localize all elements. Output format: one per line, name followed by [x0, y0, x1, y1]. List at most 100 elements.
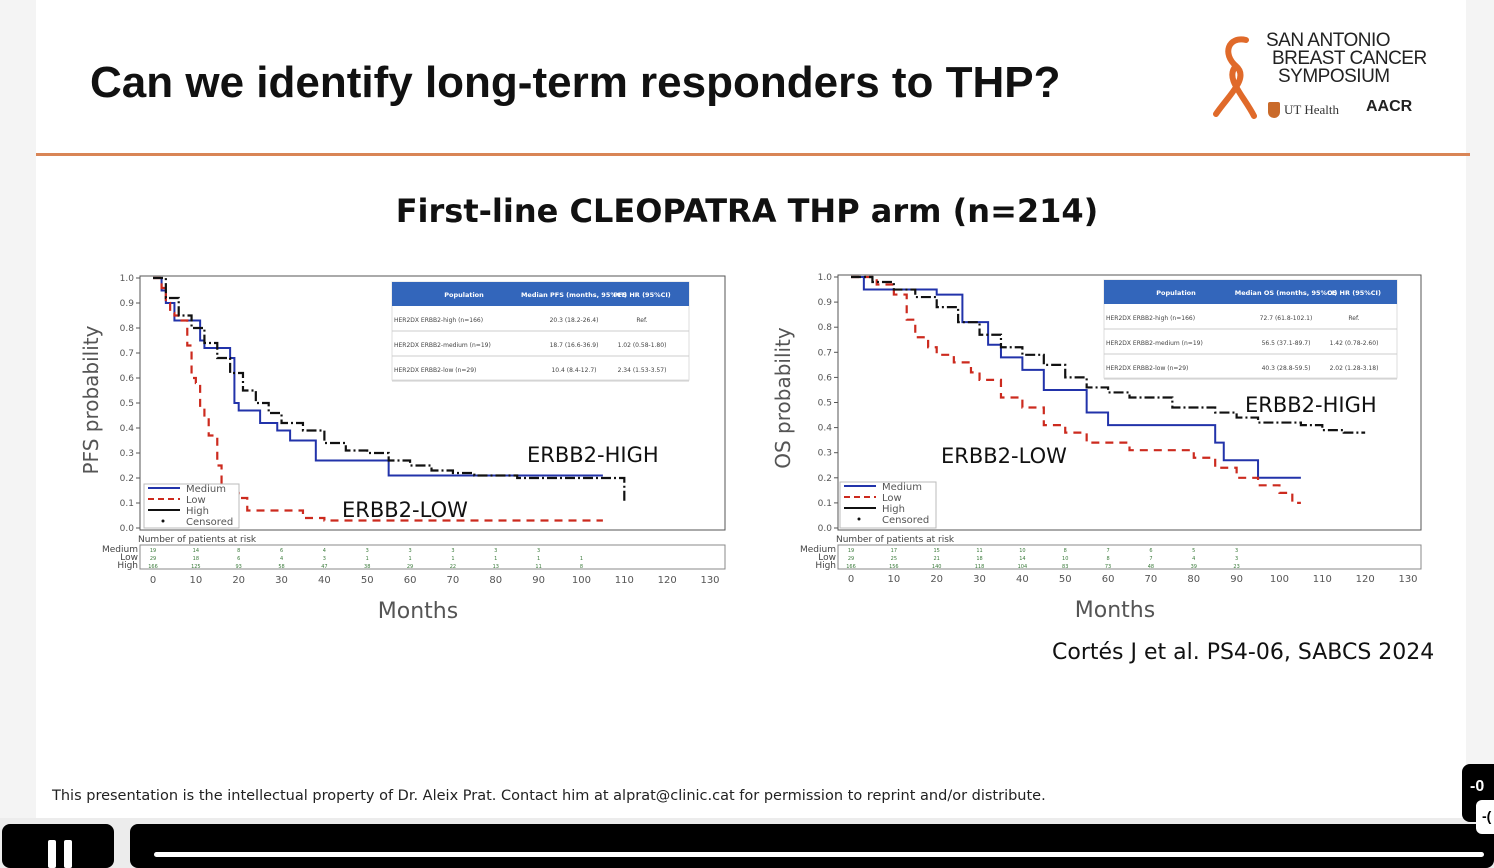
os-results-cell: HER2DX ERBB2-medium (n=19) [1106, 340, 1203, 347]
os-results-cell: 72.7 (61.8-102.1) [1260, 315, 1313, 322]
slide-title: Can we identify long-term responders to … [90, 58, 1061, 107]
pfs-risk-cell: 1 [580, 556, 583, 562]
ut-health-shield-icon [1268, 102, 1280, 118]
pause-button[interactable] [2, 824, 114, 868]
os-risk-title: Number of patients at risk [836, 535, 955, 545]
os-series-high [851, 275, 1366, 434]
os-results-cell: 40.3 (28.8-59.5) [1262, 365, 1311, 372]
os-ylabel: OS probability [771, 327, 795, 469]
pfs-risk-cell: 4 [323, 548, 326, 554]
seek-bar[interactable] [130, 824, 1494, 868]
os-annotation: ERBB2-LOW [941, 444, 1067, 468]
sabcs-ribbon-icon [1213, 36, 1257, 119]
os-xtick-label: 110 [1313, 574, 1332, 585]
pfs-xtick-label: 20 [232, 575, 245, 586]
os-risk-cell: 11 [976, 548, 982, 554]
os-xtick-label: 120 [1356, 574, 1375, 585]
pfs-ytick-label: 0.6 [120, 374, 135, 384]
os-legend-label: Low [882, 493, 902, 504]
pfs-results-cell: 20.3 (18.2-26.4) [550, 317, 599, 324]
os-risk-cell: 83 [1062, 564, 1068, 570]
pfs-xtick-label: 50 [361, 575, 374, 586]
os-risk-cell: 17 [891, 548, 897, 554]
os-risk-cell: 25 [891, 556, 897, 562]
pfs-ytick-label: 1.0 [120, 274, 135, 284]
os-risk-cell: 19 [848, 548, 854, 554]
os-risk-cell: 3 [1235, 556, 1238, 562]
pfs-risk-cell: 6 [280, 548, 283, 554]
pause-icon [48, 840, 56, 868]
os-risk-cell: 15 [934, 548, 940, 554]
os-risk-row-label: Medium [800, 545, 836, 555]
pfs-risk-cell: 14 [193, 548, 199, 554]
os-risk-table [837, 544, 1422, 570]
pfs-risk-cell: 1 [537, 556, 540, 562]
pfs-ytick-label: 0.2 [120, 474, 134, 484]
os-legend-label: High [882, 504, 905, 515]
pfs-xtick-label: 60 [404, 575, 417, 586]
os-xtick-label: 70 [1145, 574, 1158, 585]
pfs-ytick-label: 0.1 [120, 499, 134, 509]
pfs-results-header-label: PFS HR (95%CI) [613, 291, 671, 299]
os-risk-cell: 48 [1148, 564, 1154, 570]
os-risk-cell: 7 [1149, 556, 1152, 562]
os-ytick-label: 0.5 [818, 399, 832, 409]
title-divider [36, 153, 1470, 156]
os-results-header-label: Population [1156, 289, 1196, 297]
pfs-ytick-label: 0.9 [120, 299, 135, 309]
os-risk-cell: 23 [1233, 564, 1239, 570]
os-risk-cell: 5 [1192, 548, 1195, 554]
os-ytick-label: 0.9 [818, 298, 833, 308]
seek-track[interactable] [154, 852, 1484, 857]
citation: Cortés J et al. PS4-06, SABCS 2024 [1052, 640, 1435, 665]
os-ytick-label: 0.6 [818, 373, 833, 383]
os-legend [839, 481, 937, 529]
pfs-results-cell: HER2DX ERBB2-high (n=166) [394, 317, 483, 324]
pfs-risk-cell: 29 [150, 556, 156, 562]
pfs-xtick-label: 0 [150, 575, 156, 586]
slide-subtitle: First-line CLEOPATRA THP arm (n=214) [395, 192, 1099, 230]
pfs-risk-cell: 22 [450, 564, 456, 570]
os-risk-cell: 14 [1019, 556, 1025, 562]
pfs-results-header-label: Population [444, 291, 484, 299]
os-risk-cell: 73 [1105, 564, 1111, 570]
aacr-logo: AACR [1366, 98, 1413, 115]
pfs-risk-row-label: High [117, 561, 138, 571]
pfs-risk-cell: 1 [408, 556, 411, 562]
pfs-xtick-label: 120 [658, 575, 677, 586]
pfs-risk-cell: 3 [366, 548, 369, 554]
pfs-ytick-label: 0.3 [120, 449, 134, 459]
pfs-ytick-label: 0.7 [120, 349, 134, 359]
os-ytick-label: 0.2 [818, 474, 832, 484]
pfs-results-header [392, 282, 689, 306]
os-legend-label: Censored [882, 515, 929, 526]
pfs-xtick-label: 80 [489, 575, 502, 586]
os-ytick-label: 0.4 [818, 424, 833, 434]
pfs-results-cell: HER2DX ERBB2-medium (n=19) [394, 342, 491, 349]
pfs-results-cell: 18.7 (16.6-36.9) [550, 342, 599, 349]
os-ytick-label: 0.3 [818, 449, 832, 459]
pfs-ytick-label: 0.0 [120, 524, 135, 534]
os-results-cell: HER2DX ERBB2-high (n=166) [1106, 315, 1195, 322]
time-remaining-small: -( [1476, 800, 1494, 834]
os-xtick-label: 30 [973, 574, 986, 585]
os-results-cell: Ref. [1348, 315, 1359, 322]
pfs-xtick-label: 10 [189, 575, 202, 586]
os-risk-cell: 39 [1191, 564, 1197, 570]
os-xtick-label: 130 [1398, 574, 1417, 585]
pfs-risk-cell: 13 [493, 564, 499, 570]
os-risk-cell: 7 [1106, 548, 1109, 554]
pfs-legend-marker [161, 519, 165, 523]
pfs-series-high [153, 276, 626, 503]
pfs-risk-cell: 1 [451, 556, 454, 562]
os-legend-label: Medium [882, 482, 922, 493]
pfs-legend-label: Censored [186, 517, 233, 528]
os-ytick-label: 0.8 [818, 323, 833, 333]
pfs-legend-label: High [186, 506, 209, 517]
pfs-xtick-label: 100 [572, 575, 591, 586]
pfs-ytick-label: 0.4 [120, 424, 135, 434]
pfs-ylabel: PFS probability [79, 325, 103, 474]
pfs-risk-cell: 29 [407, 564, 413, 570]
pfs-ytick-label: 0.8 [120, 324, 135, 334]
pfs-risk-cell: 18 [193, 556, 199, 562]
